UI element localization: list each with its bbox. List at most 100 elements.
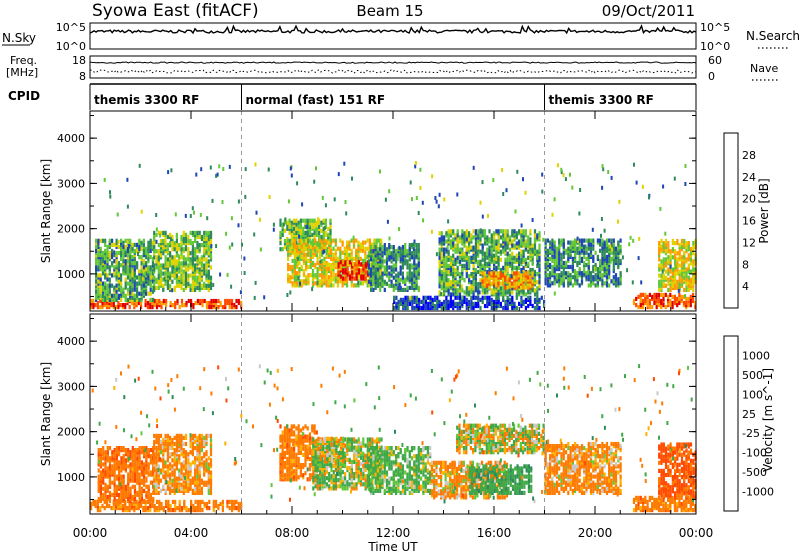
heatmap-cell bbox=[99, 238, 102, 243]
heatmap-cell bbox=[302, 226, 305, 231]
heatmap-cell bbox=[508, 288, 511, 293]
heatmap-cell bbox=[290, 220, 293, 225]
heatmap-cell bbox=[383, 287, 386, 292]
heatmap-cell bbox=[551, 212, 554, 217]
heatmap-cell bbox=[401, 245, 404, 250]
heatmap-cell bbox=[315, 226, 318, 231]
heatmap-cell bbox=[124, 484, 127, 489]
heatmap-cell bbox=[413, 299, 416, 304]
heatmap-cell bbox=[322, 230, 325, 235]
heatmap-cell bbox=[495, 295, 498, 300]
heatmap-cell bbox=[208, 506, 211, 511]
heatmap-cell bbox=[567, 240, 570, 245]
heatmap-cell bbox=[157, 285, 160, 290]
heatmap-cell bbox=[404, 295, 407, 300]
heatmap-cell bbox=[205, 263, 208, 268]
heatmap-cell bbox=[189, 265, 192, 270]
heatmap-cell bbox=[477, 259, 480, 264]
heatmap-cell bbox=[499, 271, 502, 276]
heatmap-cell bbox=[196, 503, 199, 509]
heatmap-cell bbox=[207, 247, 210, 252]
heatmap-cell bbox=[533, 278, 537, 283]
heatmap-cell bbox=[129, 238, 132, 243]
heatmap-cell bbox=[324, 218, 327, 223]
heatmap-cell bbox=[527, 235, 530, 240]
heatmap-cell bbox=[122, 240, 125, 245]
heatmap-cell bbox=[527, 243, 530, 248]
heatmap-cell bbox=[567, 246, 570, 251]
heatmap-cell bbox=[321, 195, 324, 200]
heatmap-cell bbox=[205, 300, 209, 306]
heatmap-cell bbox=[129, 261, 132, 266]
heatmap-cell bbox=[147, 265, 150, 270]
heatmap-cell bbox=[678, 292, 681, 297]
heatmap-cell bbox=[108, 283, 111, 288]
heatmap-cell bbox=[454, 243, 457, 248]
heatmap-cell bbox=[676, 279, 679, 284]
heatmap-cell bbox=[680, 247, 684, 252]
heatmap-cell bbox=[560, 271, 563, 276]
heatmap-cell bbox=[560, 281, 563, 286]
heatmap-cell bbox=[664, 292, 667, 297]
heatmap-cell bbox=[513, 271, 516, 276]
heatmap-cell bbox=[357, 240, 360, 245]
heatmap-cell bbox=[103, 506, 106, 511]
heatmap-cell bbox=[385, 253, 389, 258]
heatmap-cell bbox=[506, 267, 509, 273]
heatmap-cell bbox=[352, 238, 356, 243]
heatmap-cell bbox=[173, 285, 176, 290]
heatmap-cell bbox=[226, 272, 229, 277]
heatmap-cell bbox=[413, 269, 416, 274]
heatmap-cell bbox=[601, 185, 604, 190]
heatmap-cell bbox=[237, 199, 240, 204]
heatmap-cell bbox=[287, 238, 290, 243]
heatmap-cell bbox=[131, 283, 134, 288]
heatmap-cell bbox=[94, 303, 97, 308]
heatmap-cell bbox=[94, 499, 97, 504]
heatmap-cell bbox=[198, 234, 201, 240]
heatmap-cell bbox=[527, 303, 530, 309]
heatmap-cell bbox=[527, 239, 530, 244]
heatmap-cell bbox=[373, 244, 376, 249]
heatmap-cell bbox=[447, 299, 450, 304]
heatmap-cell bbox=[555, 260, 559, 266]
heatmap-cell bbox=[456, 280, 459, 285]
heatmap-cell bbox=[648, 298, 651, 304]
heatmap-cell bbox=[692, 241, 695, 246]
heatmap-cell bbox=[184, 236, 188, 242]
heatmap-cell bbox=[155, 499, 159, 504]
heatmap-cell bbox=[350, 254, 353, 259]
heatmap-cell bbox=[504, 285, 507, 290]
heatmap-cell bbox=[142, 242, 145, 247]
heatmap-cell bbox=[501, 281, 504, 286]
heatmap-cell bbox=[201, 499, 204, 504]
heatmap-cell bbox=[235, 305, 238, 310]
heatmap-cell bbox=[120, 480, 123, 485]
heatmap-cell bbox=[438, 231, 441, 236]
heatmap-cell bbox=[667, 255, 670, 260]
heatmap-cell bbox=[166, 283, 169, 288]
heatmap-cell bbox=[567, 271, 570, 276]
heatmap-cell bbox=[580, 271, 584, 276]
heatmap-cell bbox=[329, 243, 332, 248]
heatmap-cell bbox=[171, 508, 174, 513]
heatmap-cell bbox=[499, 281, 502, 286]
heatmap-cell bbox=[235, 499, 238, 504]
heatmap-cell bbox=[108, 277, 111, 282]
heatmap-cell bbox=[138, 255, 141, 260]
heatmap-cell bbox=[520, 299, 523, 304]
heatmap-cell bbox=[404, 305, 407, 311]
heatmap-cell bbox=[289, 244, 292, 249]
heatmap-cell bbox=[413, 239, 416, 244]
heatmap-cell bbox=[411, 299, 414, 304]
heatmap-cell bbox=[558, 267, 561, 272]
heatmap-cell bbox=[678, 281, 681, 286]
heatmap-cell bbox=[136, 248, 139, 254]
heatmap-cell bbox=[138, 281, 141, 286]
heatmap-cell bbox=[268, 195, 271, 199]
heatmap-cell bbox=[255, 210, 258, 215]
heatmap-cell bbox=[366, 279, 369, 284]
heatmap-cell bbox=[410, 251, 414, 256]
heatmap-cell bbox=[254, 162, 257, 167]
heatmap-cell bbox=[456, 269, 459, 275]
